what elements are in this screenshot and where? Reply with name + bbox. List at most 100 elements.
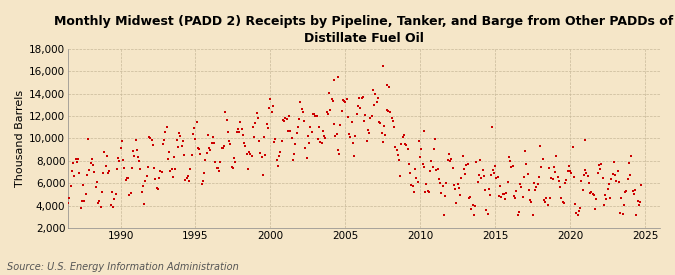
Point (220, 110, 231, 114)
Point (446, 157, 457, 162)
Point (167, 175, 178, 180)
Point (464, 196, 475, 200)
Point (281, 116, 292, 121)
Point (153, 187, 163, 191)
Point (621, 189, 632, 193)
Point (139, 202, 150, 206)
Point (361, 139, 372, 144)
Point (189, 126, 200, 130)
Point (275, 150, 286, 155)
Point (270, 137, 281, 141)
Point (357, 94, 368, 99)
Point (126, 166, 137, 170)
Point (492, 175, 503, 179)
Point (574, 205, 585, 210)
Point (626, 153, 637, 158)
Point (630, 188, 641, 192)
Point (380, 133, 391, 137)
Point (515, 182, 526, 187)
Point (260, 152, 271, 157)
Point (348, 141, 358, 145)
Point (616, 196, 626, 200)
Point (491, 176, 502, 180)
Point (336, 109, 347, 113)
Point (198, 179, 209, 183)
Point (601, 196, 612, 201)
Point (386, 116, 397, 120)
Point (61, 186, 72, 190)
Point (117, 158, 128, 162)
Point (85, 161, 96, 165)
Point (602, 187, 613, 191)
Point (314, 124, 325, 129)
Point (200, 157, 211, 162)
Point (64, 196, 75, 200)
Point (505, 159, 516, 163)
Point (211, 165, 222, 170)
Point (261, 122, 272, 127)
Point (235, 119, 246, 124)
Point (330, 133, 341, 138)
Point (289, 152, 300, 156)
Point (624, 173, 635, 177)
Point (113, 156, 124, 160)
Point (292, 124, 303, 129)
Point (539, 197, 549, 202)
Point (188, 132, 198, 137)
Point (477, 168, 488, 172)
Point (311, 114, 322, 118)
Point (138, 184, 148, 188)
Point (335, 123, 346, 127)
Point (294, 117, 304, 121)
Point (364, 131, 375, 135)
Point (391, 147, 402, 152)
Point (325, 108, 335, 112)
Point (401, 143, 412, 147)
Point (369, 103, 379, 107)
Point (299, 118, 310, 123)
Point (487, 167, 498, 172)
Point (57, 159, 68, 164)
Point (632, 199, 643, 204)
Point (344, 132, 354, 136)
Point (255, 150, 266, 155)
Point (373, 96, 383, 100)
Point (460, 171, 470, 176)
Point (223, 130, 234, 134)
Point (596, 162, 607, 166)
Point (435, 181, 446, 185)
Point (238, 133, 248, 138)
Point (497, 192, 508, 197)
Point (327, 98, 338, 103)
Point (190, 137, 201, 141)
Point (171, 138, 182, 142)
Point (141, 174, 152, 178)
Point (466, 207, 477, 211)
Point (605, 196, 616, 200)
Point (628, 191, 639, 196)
Point (250, 121, 261, 125)
Point (395, 174, 406, 178)
Point (582, 174, 593, 178)
Point (495, 183, 506, 188)
Point (375, 121, 385, 126)
Point (280, 116, 291, 120)
Point (350, 134, 360, 139)
Point (224, 139, 235, 143)
Point (366, 114, 377, 118)
Point (195, 152, 206, 156)
Point (506, 165, 517, 169)
Point (481, 208, 492, 212)
Point (271, 158, 282, 163)
Point (486, 173, 497, 177)
Point (404, 162, 414, 166)
Point (99, 150, 109, 155)
Point (88, 163, 99, 167)
Point (135, 167, 146, 171)
Point (146, 138, 157, 142)
Point (130, 138, 141, 142)
Point (254, 139, 265, 144)
Point (101, 153, 112, 158)
Point (610, 173, 620, 177)
Point (326, 97, 337, 102)
